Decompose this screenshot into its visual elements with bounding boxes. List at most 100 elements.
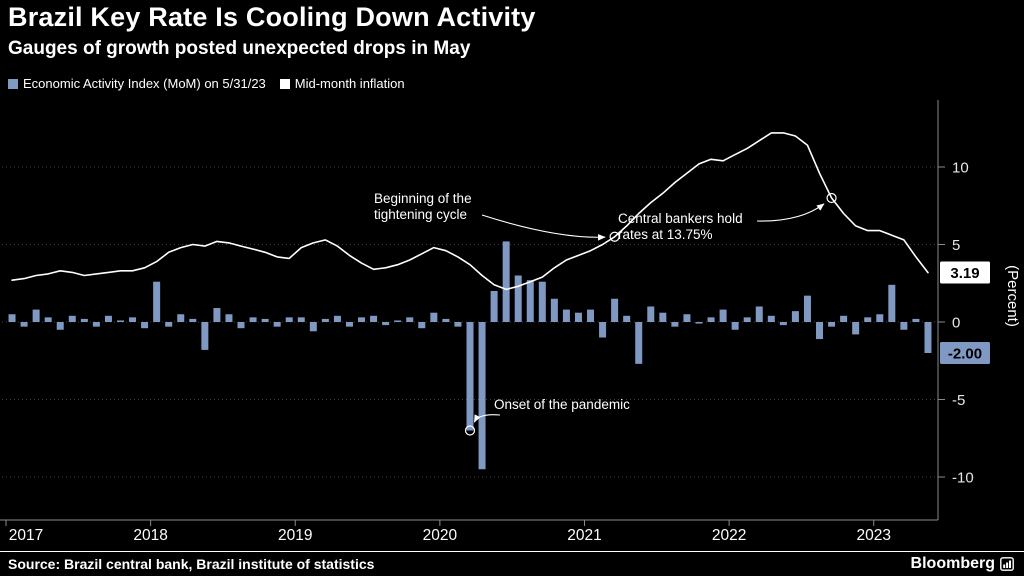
activity-bar xyxy=(165,322,173,327)
activity-bar xyxy=(816,322,824,340)
activity-bar xyxy=(442,318,450,322)
activity-bar xyxy=(635,322,643,364)
activity-bar xyxy=(225,314,233,322)
bloomberg-terminal-icon xyxy=(1000,557,1014,571)
activity-bar xyxy=(201,322,209,350)
activity-bar xyxy=(153,281,161,322)
activity-bar xyxy=(394,320,402,322)
activity-bar xyxy=(803,295,811,322)
activity-bar xyxy=(791,311,799,322)
bloomberg-logo: Bloomberg xyxy=(911,555,1014,573)
bloomberg-logo-text: Bloomberg xyxy=(910,555,995,572)
annotation-circle-pandemic xyxy=(464,425,476,436)
activity-bar xyxy=(80,318,88,322)
activity-bar xyxy=(587,309,595,322)
footer: Source: Brazil central bank, Brazil inst… xyxy=(0,551,1024,576)
activity-bar xyxy=(550,298,558,322)
activity-bar xyxy=(743,317,751,322)
activity-bar xyxy=(382,322,390,326)
y-tick-label: 5 xyxy=(952,237,960,254)
combo-chart: 10 5 0 -5 -10 2017 2018 2019 2020 2021 2022 2023 3.1… xyxy=(0,100,1021,544)
year-label: 2018 xyxy=(133,527,167,544)
activity-bar xyxy=(104,315,112,322)
annotation-text-hold: Central bankers hold rates at 13.75% xyxy=(618,211,743,242)
y-axis-title: (Percent) xyxy=(1004,265,1021,327)
activity-bar xyxy=(56,322,64,330)
year-label: 2017 xyxy=(9,527,43,544)
annotation-arrow-pandemic xyxy=(473,414,501,423)
activity-bar xyxy=(562,309,570,322)
value-badge-activity-text: -2.00 xyxy=(948,346,982,363)
activity-bar xyxy=(116,320,124,322)
activity-bar xyxy=(20,322,28,327)
y-tick-label: -5 xyxy=(952,392,965,409)
activity-bar xyxy=(924,322,932,353)
activity-bar xyxy=(876,314,884,322)
activity-bar xyxy=(32,309,40,322)
y-tick-label: -10 xyxy=(952,470,974,487)
activity-bar xyxy=(538,281,546,322)
activity-bar xyxy=(574,312,582,322)
activity-bar xyxy=(237,322,245,329)
chart-subtitle: Gauges of growth posted unexpected drops… xyxy=(8,38,471,59)
annotation-arrow-hold xyxy=(756,203,825,222)
activity-bar xyxy=(514,275,522,322)
activity-bar xyxy=(129,317,137,322)
value-badge-inflation-text: 3.19 xyxy=(950,265,979,282)
activity-bar xyxy=(297,317,305,322)
activity-bar xyxy=(309,322,317,332)
activity-bar xyxy=(852,322,860,335)
activity-bar xyxy=(659,312,667,322)
activity-bar xyxy=(912,318,920,322)
activity-bar xyxy=(358,317,366,322)
activity-bar xyxy=(285,317,293,322)
activity-bar xyxy=(719,309,727,322)
value-badge-inflation-bg xyxy=(940,261,990,284)
year-label: 2021 xyxy=(567,527,601,544)
activity-bar xyxy=(755,306,763,322)
activity-bar xyxy=(490,291,498,322)
activity-bar xyxy=(92,322,100,327)
year-label: 2023 xyxy=(856,527,890,544)
annotation-arrow-tightening xyxy=(481,214,606,241)
legend-swatch-activity-icon xyxy=(8,78,18,89)
annotation-circle-hold xyxy=(826,192,837,204)
activity-bar xyxy=(466,322,474,431)
legend-label-activity: Economic Activity Index (MoM) on 5/31/23 xyxy=(23,76,266,91)
activity-bar xyxy=(261,318,269,322)
activity-bar xyxy=(8,314,16,322)
legend: Economic Activity Index (MoM) on 5/31/23… xyxy=(8,76,405,91)
legend-item-activity: Economic Activity Index (MoM) on 5/31/23 xyxy=(8,76,266,91)
activity-bar xyxy=(599,322,607,338)
y-tick-label: 0 xyxy=(952,315,960,332)
annotation-text-pandemic: Onset of the pandemic xyxy=(494,397,630,412)
activity-bar xyxy=(273,322,281,327)
activity-bar xyxy=(779,322,787,326)
legend-swatch-inflation-icon xyxy=(279,78,290,89)
source-note: Source: Brazil central bank, Brazil inst… xyxy=(8,556,375,572)
activity-bar xyxy=(44,317,52,322)
activity-bar xyxy=(370,315,378,322)
y-tick-label: 10 xyxy=(952,160,969,177)
activity-bar xyxy=(189,318,197,322)
activity-bar xyxy=(623,315,631,322)
annotation-text-tightening: Beginning of the tightening cycle xyxy=(374,191,472,222)
activity-bar xyxy=(731,322,739,330)
activity-bar xyxy=(213,308,221,322)
year-label: 2019 xyxy=(278,527,312,544)
activity-bar xyxy=(502,241,510,322)
activity-bar xyxy=(333,315,341,322)
legend-label-inflation: Mid-month inflation xyxy=(294,76,405,91)
activity-bar xyxy=(177,314,185,322)
activity-bar xyxy=(888,284,896,322)
activity-bar xyxy=(249,317,257,322)
activity-bar xyxy=(647,306,655,322)
activity-bar xyxy=(454,322,462,327)
activity-bar xyxy=(406,317,414,322)
inflation-line xyxy=(11,132,929,291)
chart-title: Brazil Key Rate Is Cooling Down Activity xyxy=(8,2,536,32)
activity-bar xyxy=(345,322,353,327)
activity-bar xyxy=(840,315,848,322)
activity-bar xyxy=(683,314,691,322)
activity-bar xyxy=(321,318,329,322)
